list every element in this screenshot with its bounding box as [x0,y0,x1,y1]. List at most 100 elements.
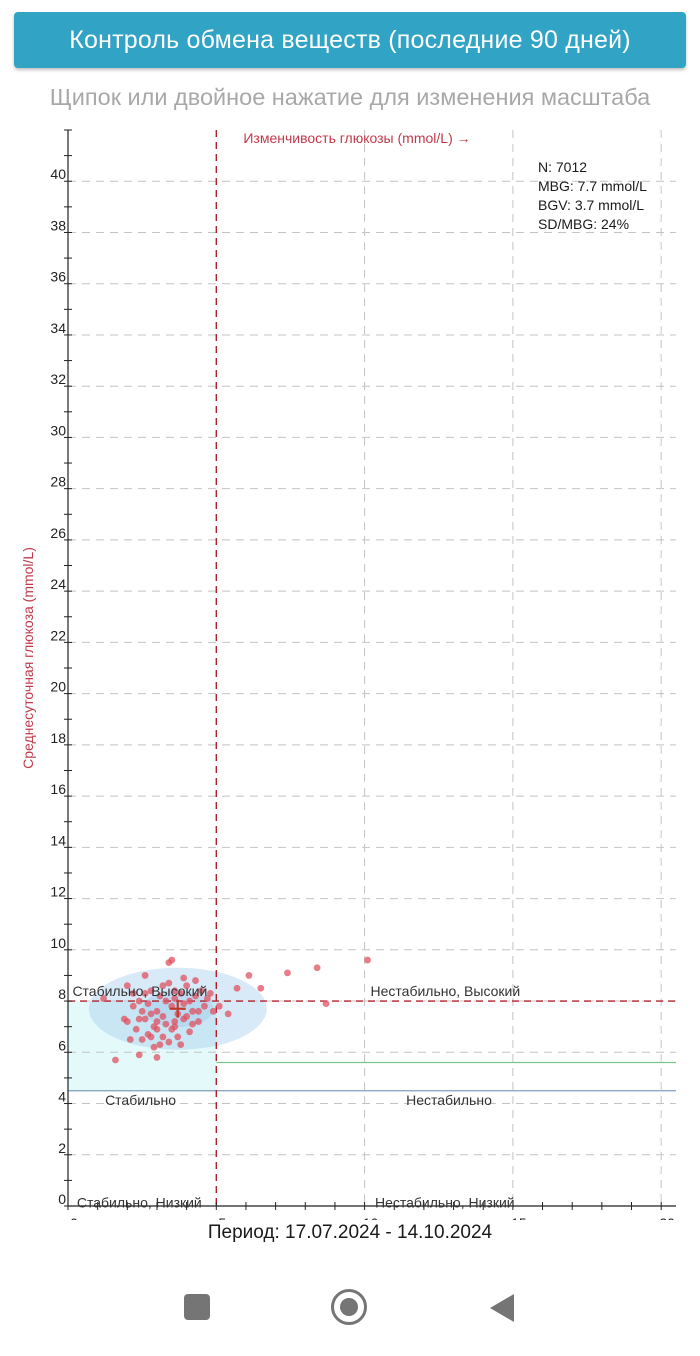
data-point [135,1015,143,1023]
y-tick-label: 8 [58,986,66,1002]
data-point [159,982,167,990]
data-point [198,987,205,995]
data-point [138,1036,146,1043]
home-button[interactable] [331,1289,367,1325]
y-tick-label: 16 [50,781,66,797]
data-point [147,987,155,995]
zone-label: Стабильно [105,1092,176,1108]
data-point [257,984,265,992]
x-tick-label: 5 [218,1215,226,1220]
y-tick-label: 32 [50,371,66,387]
data-point [180,1000,188,1008]
data-point [112,1056,119,1064]
data-point [186,997,194,1005]
y-tick-label: 40 [50,166,66,182]
data-point [153,1007,161,1015]
stats-line: MBG: 7.7 mmol/L [538,178,647,194]
zone-label: Стабильно, Низкий [77,1194,202,1210]
data-point [189,1020,196,1028]
data-point [177,1041,185,1048]
data-point [195,1007,202,1015]
data-point [313,964,321,972]
data-point [168,956,176,964]
data-point [135,997,143,1005]
y-axis-title: Среднесуточная глюкоза (mmol/L) [20,547,36,769]
data-point [284,969,291,977]
data-point [129,1002,137,1010]
data-point [141,1015,149,1023]
data-point [147,1010,155,1018]
data-point [162,997,170,1005]
data-point [171,995,179,1002]
data-point [322,1000,330,1008]
data-point [141,989,149,997]
data-point [159,1033,167,1041]
y-tick-label: 0 [58,1191,66,1207]
data-point [224,1010,232,1018]
data-point [141,972,149,979]
stats-line: SD/MBG: 24% [538,216,629,232]
header-bar: Контроль обмена веществ (последние 90 дн… [14,12,686,68]
x-tick-label: 10 [363,1215,379,1220]
data-point [153,1054,161,1061]
x-axis-title: Изменчивость глюкозы (mmol/L) → [243,130,470,146]
y-tick-label: 30 [50,422,66,438]
data-point [132,1025,140,1033]
x-tick-label: 20 [659,1215,675,1220]
data-point [215,1002,223,1010]
system-nav-bar [0,1280,700,1356]
y-tick-label: 26 [50,525,66,541]
y-tick-label: 14 [50,832,66,848]
data-point [174,1033,182,1041]
back-button[interactable] [488,1292,516,1324]
stats-line: N: 7012 [538,159,587,175]
data-point [192,977,199,984]
y-tick-label: 36 [50,269,66,285]
data-point [195,1018,202,1025]
data-point [150,1043,158,1051]
data-point [123,982,131,990]
metabolic-scatter-chart[interactable]: 0246810121416182022242628303234363840051… [0,120,700,1220]
y-tick-label: 38 [50,217,66,233]
y-tick-label: 2 [58,1140,66,1156]
data-point [245,972,253,979]
data-point [233,984,241,992]
y-tick-label: 10 [50,935,66,951]
data-point [209,1007,217,1015]
y-tick-label: 28 [50,474,66,490]
data-point [165,1038,173,1046]
data-point [156,992,164,1000]
data-point [364,956,371,964]
data-point [153,1018,161,1025]
data-point [165,979,173,987]
zone-label: Нестабильно, Низкий [375,1194,515,1210]
data-point [177,989,185,997]
stats-line: BGV: 3.7 mmol/L [538,197,644,213]
data-point [192,992,199,1000]
y-tick-label: 12 [50,884,66,900]
header-title: Контроль обмена веществ (последние 90 дн… [69,25,631,54]
zone-label: Стабильно, Высокий [72,983,207,999]
data-point [186,1028,194,1036]
data-point [129,989,137,997]
x-tick-label: 15 [511,1215,527,1220]
data-point [100,995,107,1002]
zoom-hint: Щипок или двойное нажатие для изменения … [49,84,651,110]
zone-label: Нестабильно, Высокий [371,983,521,999]
y-tick-label: 4 [58,1089,66,1105]
data-point [189,1007,196,1015]
y-tick-label: 18 [50,730,66,746]
data-point [201,1002,208,1010]
x-tick-label: 0 [70,1215,78,1220]
y-tick-label: 22 [50,627,66,643]
data-point [126,1036,134,1043]
data-point [180,1015,188,1023]
data-point [138,1007,146,1015]
recent-apps-button[interactable] [184,1294,210,1320]
data-point [159,1013,167,1020]
data-point [206,989,214,997]
data-point [156,1041,164,1048]
data-point [120,1015,128,1023]
data-point [171,1023,179,1031]
data-point [203,995,211,1002]
